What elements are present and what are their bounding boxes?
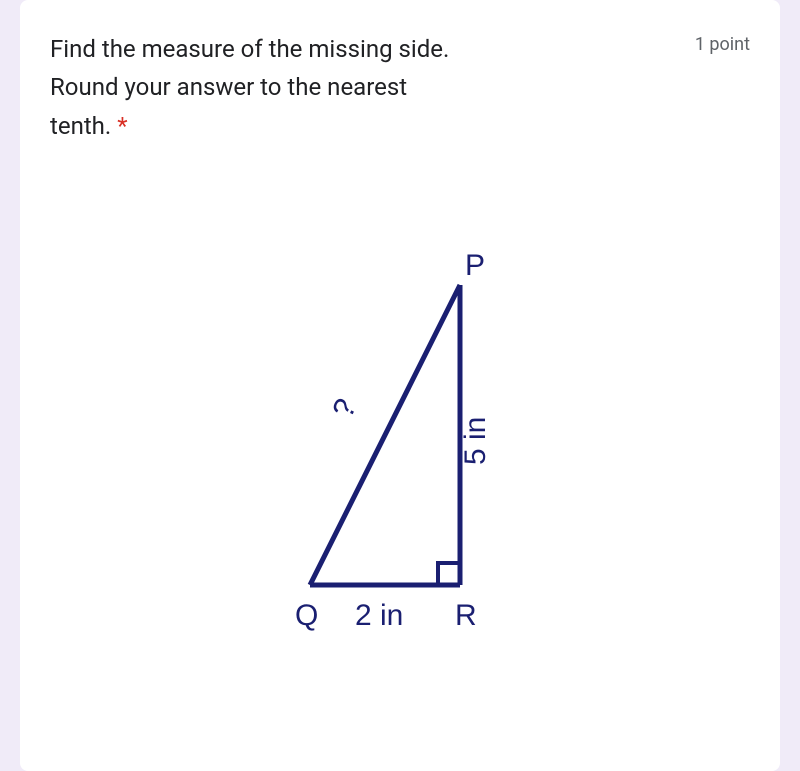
side-pr-label: 5 in: [459, 417, 492, 465]
question-card: Find the measure of the missing side. Ro…: [20, 0, 780, 771]
side-pq-label: ?: [326, 394, 363, 423]
side-pq: [310, 285, 460, 585]
vertex-p-label: P: [465, 249, 485, 282]
vertex-r-label: R: [455, 599, 477, 632]
question-line2: Round your answer to the nearest: [50, 73, 407, 101]
points-label: 1 point: [695, 34, 750, 55]
vertex-q-label: Q: [295, 599, 318, 632]
question-text: Find the measure of the missing side. Ro…: [50, 30, 675, 145]
question-line1: Find the measure of the missing side.: [50, 35, 449, 63]
required-asterisk: *: [117, 112, 127, 140]
triangle-diagram: P Q R ? 2 in 5 in: [260, 245, 540, 665]
question-line3: tenth.: [50, 112, 111, 140]
question-header: Find the measure of the missing side. Ro…: [50, 30, 750, 145]
diagram-container: P Q R ? 2 in 5 in: [50, 245, 750, 665]
right-angle-marker: [438, 563, 460, 585]
side-qr-label: 2 in: [355, 599, 403, 632]
